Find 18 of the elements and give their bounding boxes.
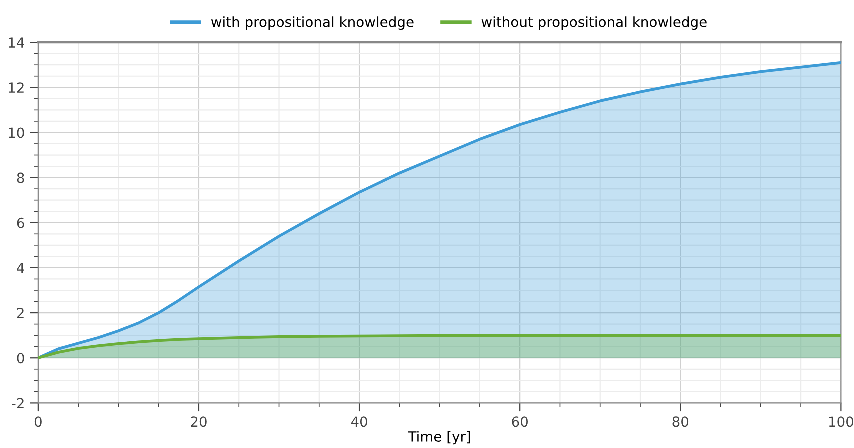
y-tick-label: 12 xyxy=(9,82,24,93)
y-tick-label: 6 xyxy=(17,218,24,228)
y-tick-label: 14 xyxy=(9,38,24,48)
y-tick-label: 4 xyxy=(17,263,24,274)
x-tick-label: 100 xyxy=(829,416,854,428)
x-tick-label: 60 xyxy=(512,416,528,428)
x-tick-label: 80 xyxy=(672,416,689,428)
y-tick-label: 10 xyxy=(9,128,24,138)
y-tick-label: 0 xyxy=(17,353,24,364)
legend-label: with propositional knowledge xyxy=(211,16,414,30)
y-tick-label: -2 xyxy=(12,398,24,408)
y-tick-label: 2 xyxy=(17,308,24,318)
x-tick-label: 40 xyxy=(351,416,368,428)
legend-label: without propositional knowledge xyxy=(482,16,707,30)
x-axis-title: Time [yr] xyxy=(408,431,470,445)
x-tick-label: 20 xyxy=(191,416,207,428)
x-tick-label: 0 xyxy=(34,416,42,428)
y-tick-label: 8 xyxy=(17,172,24,184)
